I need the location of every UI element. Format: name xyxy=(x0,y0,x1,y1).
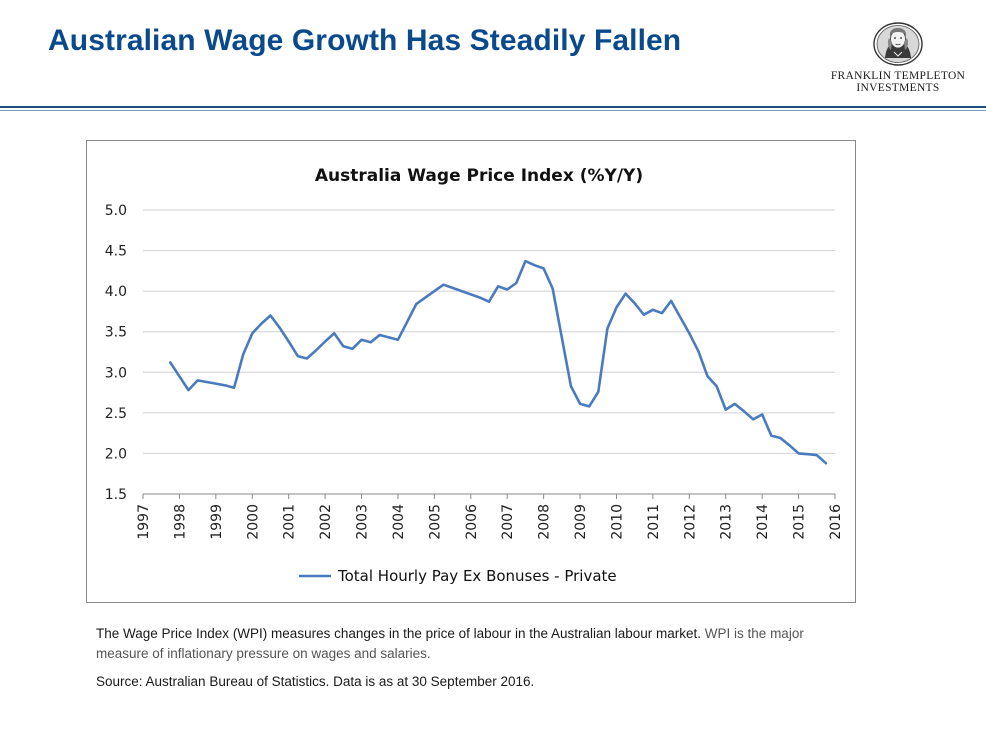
logo-wordmark-line1: FRANKLIN TEMPLETON xyxy=(830,70,966,82)
source-note: Source: Australian Bureau of Statistics.… xyxy=(96,674,535,689)
y-tick-label: 4.0 xyxy=(105,284,127,300)
x-tick-label: 2003 xyxy=(355,504,371,540)
x-tick-label: 2010 xyxy=(609,504,625,540)
x-tick-label: 1997 xyxy=(136,504,152,540)
x-tick-label: 2000 xyxy=(245,504,261,540)
x-tick-label: 2015 xyxy=(792,504,808,540)
chart-frame: Australia Wage Price Index (%Y/Y) 1.5 2.0 2… xyxy=(86,140,856,603)
x-tick-label: 1998 xyxy=(172,504,188,540)
x-tick-label: 2014 xyxy=(755,504,771,540)
legend-label: Total Hourly Pay Ex Bonuses - Private xyxy=(337,567,617,585)
y-tick-label: 3.5 xyxy=(105,325,127,341)
x-tick-label: 2002 xyxy=(318,504,334,540)
x-tick-label: 2009 xyxy=(573,504,589,540)
x-tick-label: 2013 xyxy=(719,504,735,540)
chart-description: The Wage Price Index (WPI) measures chan… xyxy=(96,624,856,664)
y-tick-label: 5.0 xyxy=(105,203,127,219)
y-tick-label: 3.0 xyxy=(105,365,127,381)
x-tick-label: 1999 xyxy=(209,504,225,540)
chart-title: Australia Wage Price Index (%Y/Y) xyxy=(315,166,643,186)
header-divider xyxy=(0,106,986,108)
franklin-templeton-logo: FRANKLIN TEMPLETON INVESTMENTS xyxy=(818,22,978,96)
y-tick-label: 4.5 xyxy=(105,244,127,260)
benjamin-franklin-portrait-icon xyxy=(873,22,923,66)
logo-wordmark-line2: INVESTMENTS xyxy=(856,82,940,94)
wage-price-index-chart: Australia Wage Price Index (%Y/Y) 1.5 2.0 2… xyxy=(105,166,844,585)
header-divider-thin xyxy=(0,110,986,111)
x-tick-label: 2012 xyxy=(682,504,698,540)
x-tick-label: 2008 xyxy=(537,504,553,540)
x-tick-label: 2006 xyxy=(464,504,480,540)
x-tick-label: 2016 xyxy=(828,504,844,540)
x-tick-label: 2011 xyxy=(646,504,662,540)
y-tick-label: 2.5 xyxy=(105,406,127,422)
description-text: The Wage Price Index (WPI) measures chan… xyxy=(96,626,702,641)
x-tick-label: 2001 xyxy=(282,504,298,540)
x-tick-label: 2004 xyxy=(391,504,407,540)
series-line xyxy=(169,259,828,465)
x-tick-label: 2005 xyxy=(427,504,443,540)
slide-title: Australian Wage Growth Has Steadily Fall… xyxy=(48,24,682,57)
y-tick-label: 2.0 xyxy=(105,446,127,462)
y-tick-label: 1.5 xyxy=(105,487,127,503)
x-tick-label: 2007 xyxy=(500,504,516,540)
description-text-secondary: WPI is the major measure of inflationary… xyxy=(96,626,804,661)
